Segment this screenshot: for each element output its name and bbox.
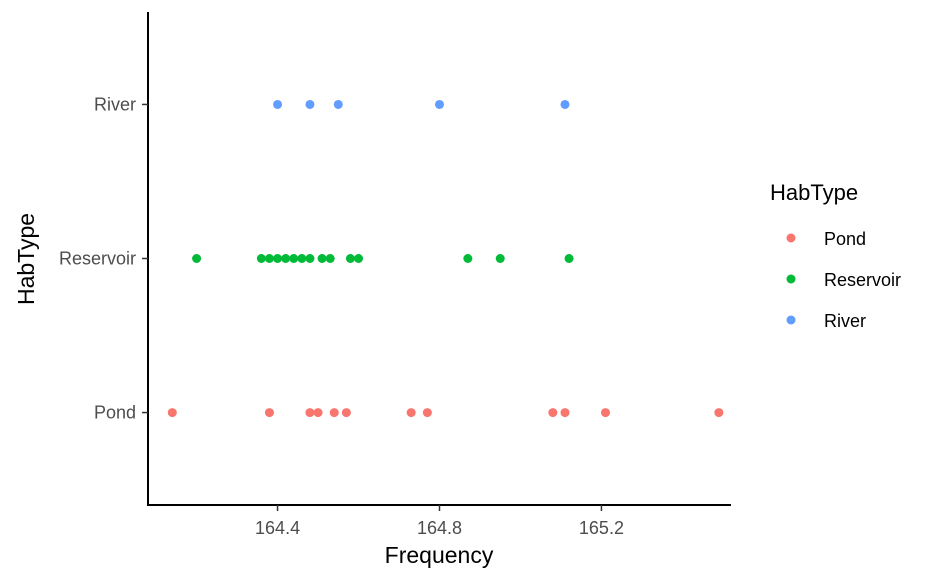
x-tick-label: 164.8 xyxy=(417,518,462,538)
data-point-pond xyxy=(341,408,351,418)
data-point-pond xyxy=(600,408,610,418)
data-point-reservoir xyxy=(273,254,283,263)
data-point-reservoir xyxy=(317,254,327,263)
x-axis-title: Frequency xyxy=(385,542,494,568)
data-point-reservoir xyxy=(325,254,335,263)
legend: HabType Pond Reservoir River xyxy=(770,180,901,331)
x-ticks: 164.4 164.8 165.2 xyxy=(255,505,624,538)
legend-label-river: River xyxy=(824,311,866,331)
data-point-river xyxy=(560,99,570,109)
plot-area: Pond Reservoir River 164.4 164.8 165.2 xyxy=(59,12,731,538)
data-point-river xyxy=(435,99,444,109)
y-tick-label: Pond xyxy=(94,403,136,423)
data-point-pond xyxy=(264,408,274,418)
data-point-reservoir xyxy=(463,254,473,263)
data-point-pond xyxy=(560,408,570,418)
legend-label-pond: Pond xyxy=(824,229,866,249)
y-ticks: Pond Reservoir River xyxy=(59,94,148,423)
data-point-reservoir xyxy=(281,254,291,263)
data-point-reservoir xyxy=(256,254,266,263)
data-point-reservoir xyxy=(495,254,505,263)
x-tick-label: 164.4 xyxy=(255,518,300,538)
data-point-reservoir xyxy=(354,254,364,263)
data-point-reservoir xyxy=(192,254,202,263)
legend-label-reservoir: Reservoir xyxy=(824,270,901,290)
data-point-reservoir xyxy=(564,254,574,263)
data-point-river xyxy=(333,99,343,109)
data-point-reservoir xyxy=(345,254,355,263)
data-point-pond xyxy=(313,408,323,418)
x-tick-label: 165.2 xyxy=(579,518,624,538)
data-point-reservoir xyxy=(264,254,274,263)
data-point-pond xyxy=(422,408,432,418)
data-point-pond xyxy=(305,408,315,418)
data-point-reservoir xyxy=(297,254,307,263)
y-tick-label: River xyxy=(94,94,136,114)
y-tick-label: Reservoir xyxy=(59,249,136,269)
legend-title: HabType xyxy=(770,180,858,205)
data-points xyxy=(167,99,724,418)
legend-key-reservoir xyxy=(786,274,796,284)
data-point-pond xyxy=(329,408,339,418)
data-point-pond xyxy=(714,408,724,418)
data-point-river xyxy=(273,99,283,109)
data-point-reservoir xyxy=(305,254,315,263)
legend-key-pond xyxy=(786,233,796,243)
y-axis-title: HabType xyxy=(13,213,39,305)
data-point-pond xyxy=(548,408,558,418)
data-point-river xyxy=(305,99,315,109)
legend-key-river xyxy=(786,315,796,325)
data-point-pond xyxy=(167,408,177,418)
data-point-pond xyxy=(406,408,416,418)
data-point-reservoir xyxy=(289,254,299,263)
